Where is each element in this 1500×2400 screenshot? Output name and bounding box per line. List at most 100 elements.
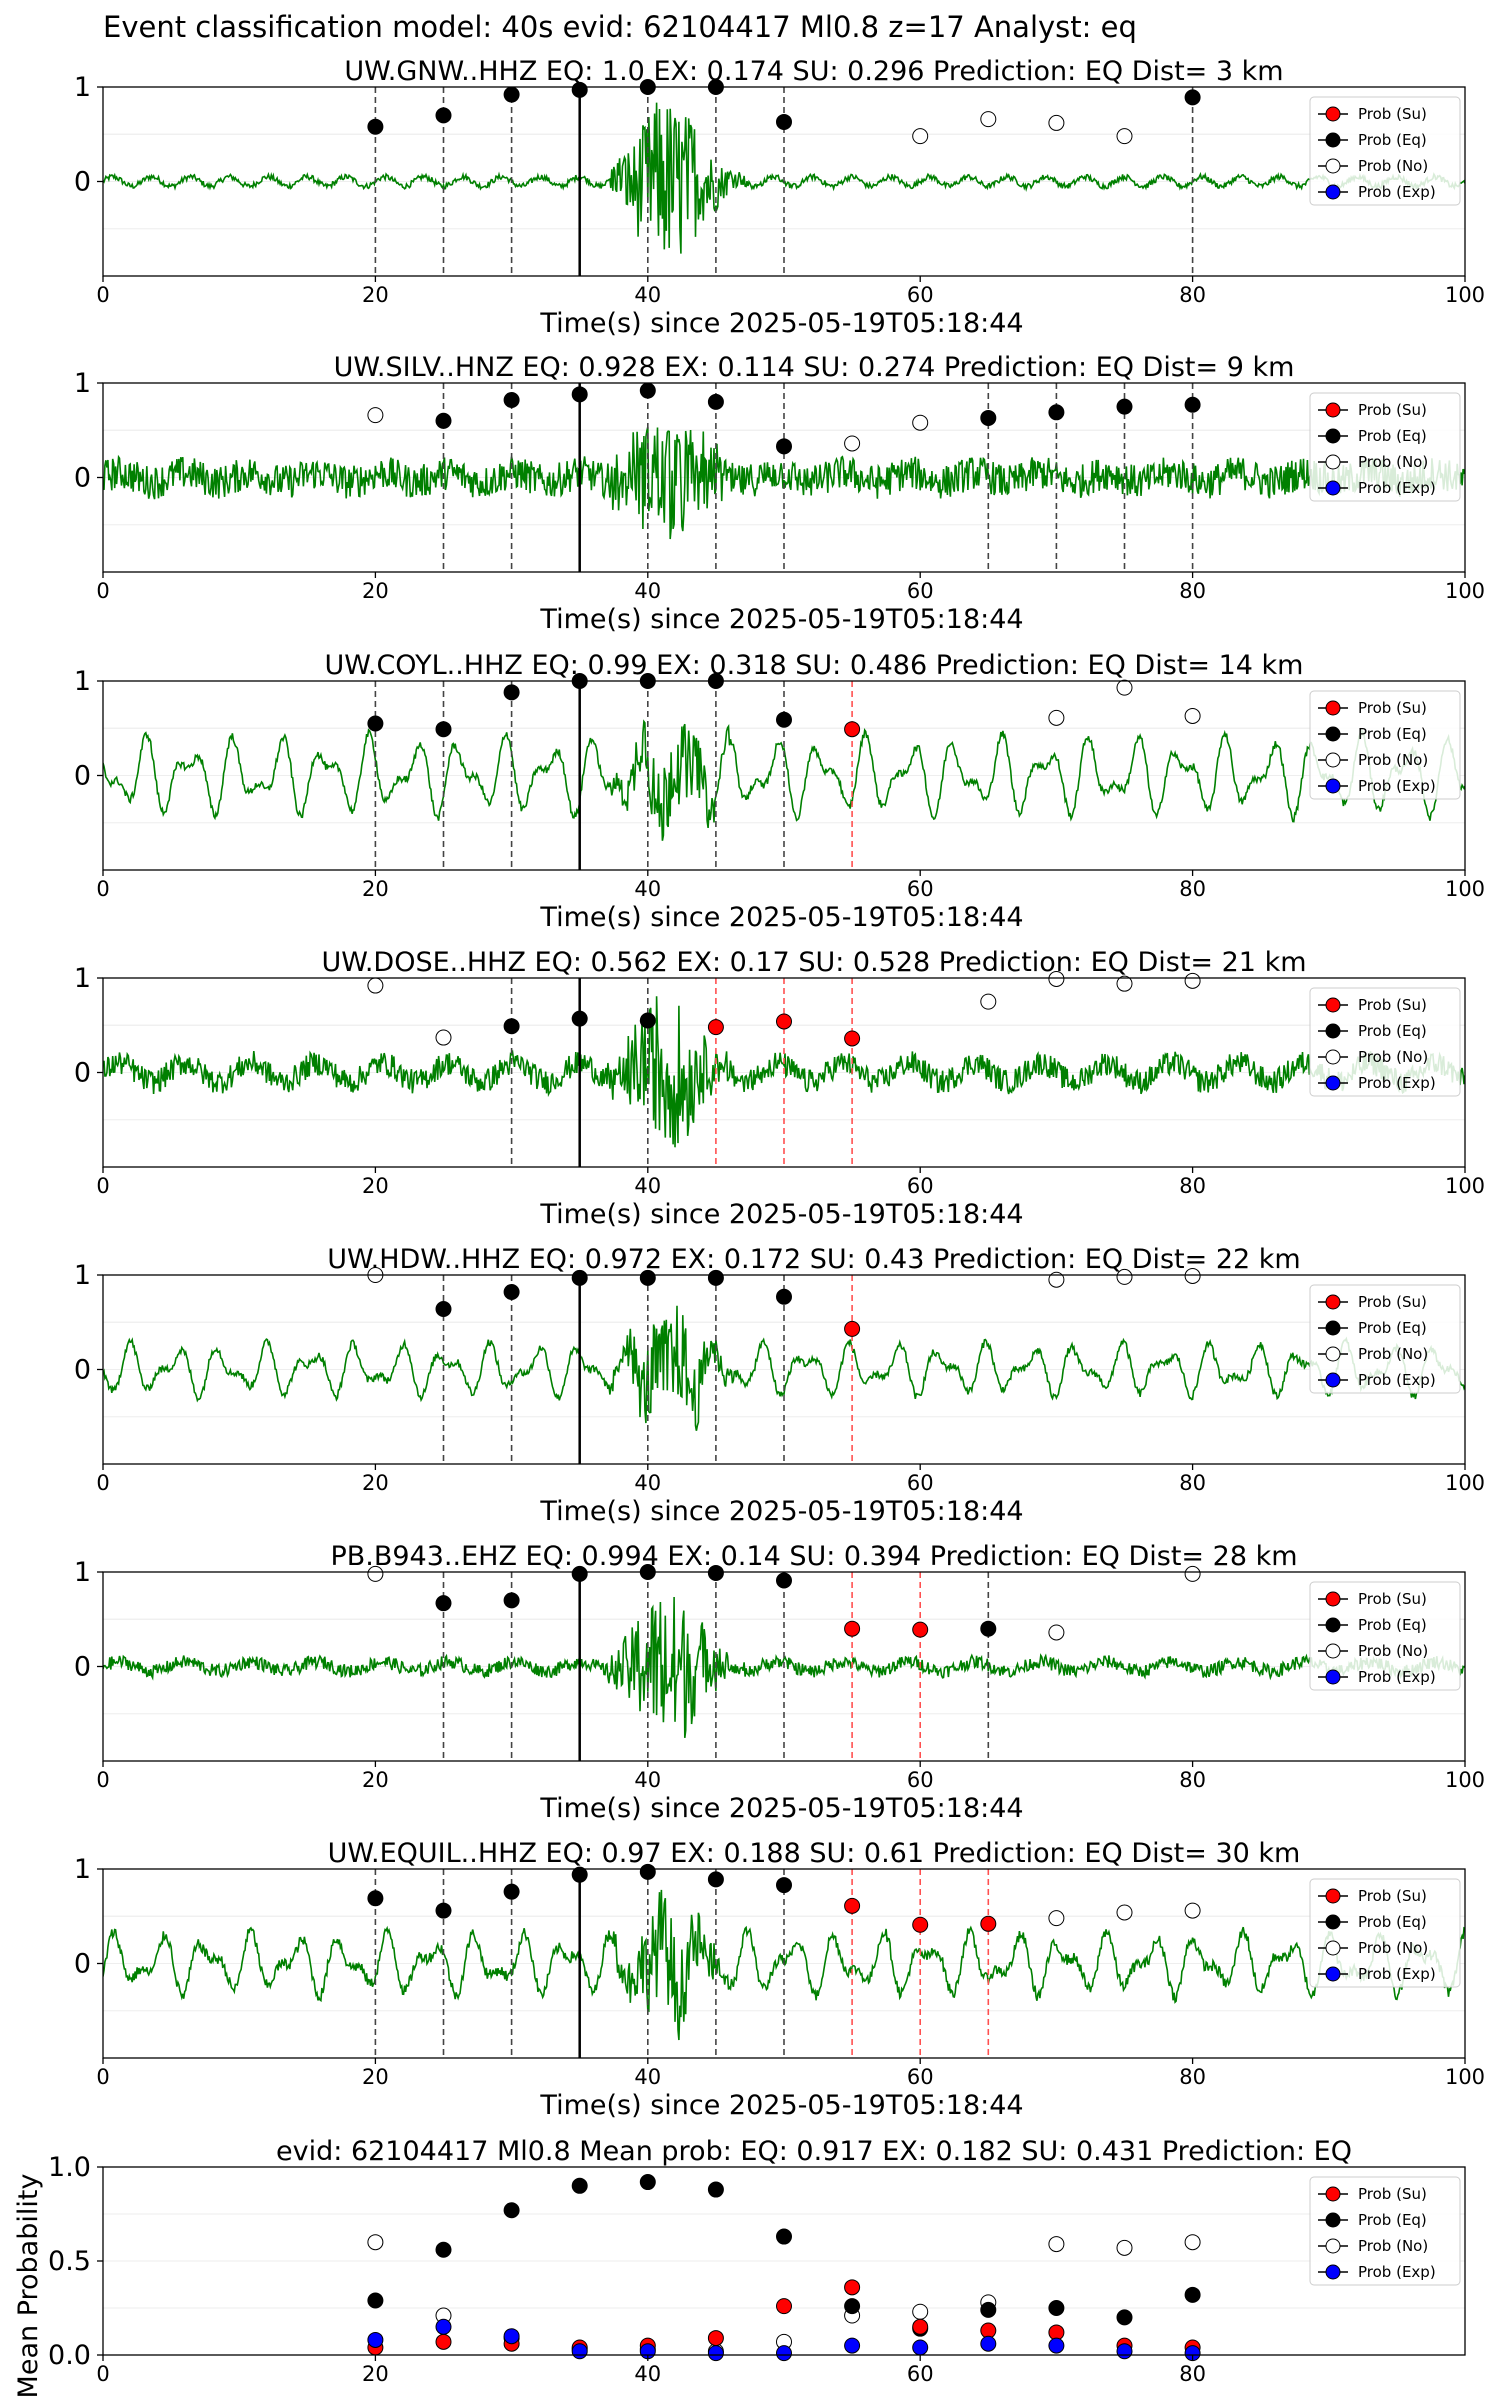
prob-marker: [503, 1018, 520, 1035]
x-axis-label: Time(s) since 2025-05-19T05:18:44: [539, 902, 1023, 933]
x-tick-label: 60: [907, 1174, 934, 1198]
y-tick-label: 0: [74, 1949, 91, 1980]
x-tick-label: 80: [1179, 1471, 1206, 1495]
x-tick-label: 0: [96, 1174, 109, 1198]
legend-marker: [1325, 1049, 1341, 1065]
prob-marker: [1048, 1271, 1065, 1288]
prob-marker: [435, 721, 452, 738]
y-tick-label: 1: [74, 1854, 91, 1885]
legend-label: Prob (Eq): [1358, 1022, 1427, 1040]
x-tick-label: 20: [362, 579, 389, 603]
legend-label: Prob (Exp): [1358, 183, 1436, 201]
prob-marker: [1048, 2236, 1065, 2253]
prob-marker: [707, 1871, 724, 1888]
prob-marker: [912, 2339, 929, 2356]
legend-label: Prob (Eq): [1358, 1616, 1427, 1634]
prob-marker: [503, 1883, 520, 1900]
prob-marker: [367, 715, 384, 732]
y-tick-label: 0.5: [48, 2246, 91, 2277]
legend-box: [1309, 96, 1461, 206]
x-tick-label: 0: [96, 283, 109, 307]
prob-marker: [503, 2328, 520, 2345]
prob-marker: [435, 412, 452, 429]
subplot-6: PB.B943..EHZ EQ: 0.994 EX: 0.14 SU: 0.39…: [74, 1541, 1485, 1824]
prob-marker: [1048, 404, 1065, 421]
prob-marker: [435, 1301, 452, 1318]
legend-box: [1309, 690, 1461, 800]
prob-marker: [980, 993, 997, 1010]
waveform-trace: [103, 1305, 1465, 1431]
prob-marker: [503, 1592, 520, 1609]
legend-marker: [1325, 752, 1341, 768]
legend-label: Prob (Exp): [1358, 2263, 1436, 2281]
subplot-2: UW.SILV..HNZ EQ: 0.928 EX: 0.114 SU: 0.2…: [74, 352, 1485, 635]
subplot-5: UW.HDW..HHZ EQ: 0.972 EX: 0.172 SU: 0.43…: [74, 1244, 1485, 1527]
x-tick-label: 80: [1179, 2065, 1206, 2089]
x-tick-label: 100: [1445, 877, 1485, 901]
x-tick-label: 40: [634, 1174, 661, 1198]
prob-marker: [707, 2345, 724, 2362]
legend-marker: [1325, 1372, 1341, 1388]
x-tick-label: 20: [362, 2065, 389, 2089]
legend-label: Prob (Su): [1358, 1293, 1427, 1311]
legend-label: Prob (Eq): [1358, 725, 1427, 743]
prob-marker: [639, 1863, 656, 1880]
y-tick-label: 1: [74, 1557, 91, 1588]
legend-marker: [1325, 1617, 1341, 1633]
prob-marker: [1184, 1565, 1201, 1582]
legend-box: [1309, 987, 1461, 1097]
x-tick-label: 80: [1179, 877, 1206, 901]
prob-marker: [980, 2335, 997, 2352]
prob-marker: [571, 2177, 588, 2194]
prob-marker: [707, 1019, 724, 1036]
legend-marker: [1325, 1669, 1341, 1685]
prob-marker: [776, 438, 792, 455]
prob-marker: [912, 2303, 929, 2320]
legend-box: [1309, 1581, 1461, 1691]
prob-marker: [912, 128, 929, 145]
y-tick-label: 1: [74, 963, 91, 994]
legend-marker: [1325, 1643, 1341, 1659]
legend-box: [1309, 2176, 1461, 2286]
legend-label: Prob (Exp): [1358, 479, 1436, 497]
x-tick-label: 60: [907, 877, 934, 901]
legend-label: Prob (Su): [1358, 2185, 1427, 2203]
legend-marker: [1325, 1888, 1341, 1904]
prob-marker: [1048, 970, 1065, 987]
legend-label: Prob (No): [1358, 1048, 1428, 1066]
prob-marker: [776, 711, 792, 728]
y-tick-label: 1: [74, 368, 91, 399]
legend-marker: [1325, 1075, 1341, 1091]
waveform-trace: [103, 996, 1465, 1148]
prob-marker: [639, 2174, 656, 2191]
legend-marker: [1325, 2212, 1341, 2228]
legend-label: Prob (Exp): [1358, 1074, 1436, 1092]
legend-label: Prob (Exp): [1358, 1668, 1436, 1686]
subplot-title: UW.DOSE..HHZ EQ: 0.562 EX: 0.17 SU: 0.52…: [321, 947, 1306, 978]
legend-label: Prob (Eq): [1358, 1913, 1427, 1931]
legend-label: Prob (No): [1358, 157, 1428, 175]
prob-marker: [776, 1572, 792, 1589]
waveform-trace: [103, 719, 1465, 841]
legend-marker: [1325, 1914, 1341, 1930]
legend-label: Prob (No): [1358, 453, 1428, 471]
prob-marker: [1116, 2239, 1133, 2256]
prob-marker: [980, 2301, 997, 2318]
x-tick-label: 80: [1179, 1174, 1206, 1198]
prob-marker: [844, 1030, 861, 1047]
legend-label: Prob (No): [1358, 2237, 1428, 2255]
x-tick-label: 0: [96, 877, 109, 901]
x-tick-label: 20: [362, 1174, 389, 1198]
x-tick-label: 40: [634, 2362, 661, 2386]
prob-marker: [435, 1902, 452, 1919]
subplot-1: UW.GNW..HHZ EQ: 1.0 EX: 0.174 SU: 0.296 …: [74, 56, 1485, 339]
prob-marker: [571, 1010, 588, 1027]
plot-area: [103, 383, 1465, 572]
legend-label: Prob (No): [1358, 751, 1428, 769]
y-tick-label: 0.0: [48, 2340, 91, 2371]
prob-marker: [1116, 1904, 1133, 1921]
prob-marker: [1116, 2309, 1133, 2326]
x-tick-label: 20: [362, 1471, 389, 1495]
legend-marker: [1325, 1023, 1341, 1039]
